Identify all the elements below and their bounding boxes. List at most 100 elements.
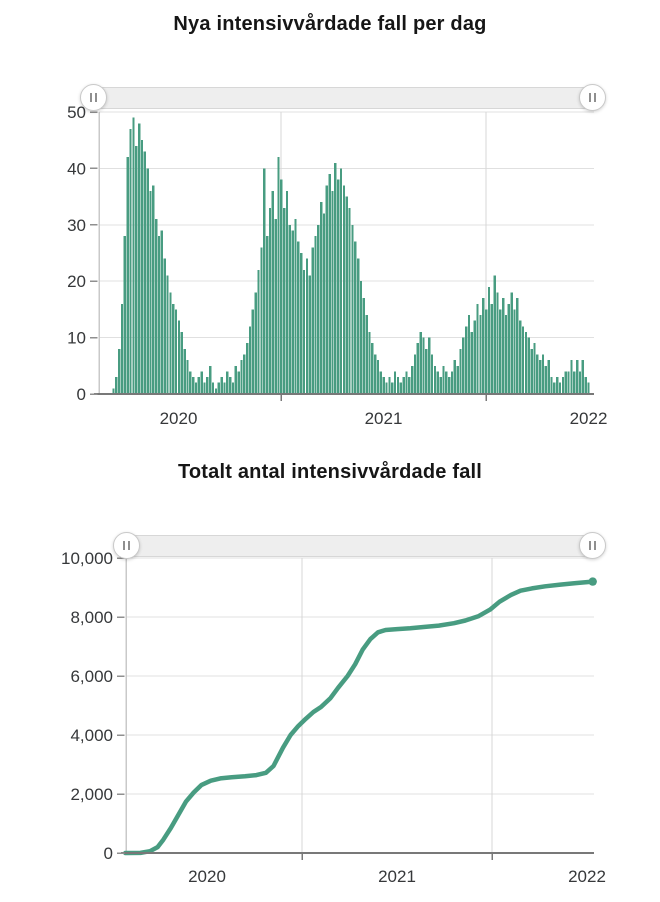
range-slider-handle-right-total[interactable] (579, 532, 606, 559)
bar (339, 168, 343, 394)
bar (174, 309, 178, 394)
bar (447, 377, 451, 394)
bar (385, 382, 388, 394)
bar (536, 354, 539, 394)
bar (539, 360, 542, 394)
bar (533, 343, 536, 394)
bar (519, 320, 522, 394)
bar (433, 365, 437, 394)
bar (550, 377, 553, 394)
bar (280, 179, 283, 394)
bar (328, 174, 331, 394)
bar (408, 377, 411, 394)
bar (379, 371, 383, 394)
bar (231, 382, 235, 394)
bar (240, 360, 243, 394)
bar (183, 348, 186, 394)
bar (137, 123, 141, 394)
bar (411, 365, 414, 394)
bar (223, 382, 226, 394)
bar (291, 230, 294, 394)
bar (294, 219, 297, 394)
y-tick-label: 10 (67, 329, 86, 348)
bar (260, 247, 263, 394)
bar (524, 331, 528, 394)
bar (129, 128, 132, 395)
bar (502, 298, 505, 394)
bar (527, 337, 530, 394)
bar (115, 377, 118, 394)
bar (399, 382, 402, 394)
drag-handle-icon (589, 93, 596, 102)
bar (564, 371, 567, 394)
bar (112, 388, 115, 394)
bar (450, 371, 454, 394)
bar (362, 298, 365, 394)
drag-handle-icon (90, 93, 97, 102)
bar (482, 298, 485, 394)
bar (257, 269, 260, 394)
range-slider-handle-right-daily[interactable] (579, 84, 606, 111)
drag-handle-icon (589, 541, 596, 550)
bar (405, 371, 408, 394)
bar (393, 371, 397, 394)
bar (331, 190, 334, 394)
bar (243, 354, 246, 394)
cumulative-cases-plot[interactable]: 0 2,000 4,000 6,000 8,000 10,000 2020 2021 2022 (0, 440, 660, 902)
bar (544, 365, 547, 394)
bar (388, 377, 391, 394)
range-slider-track-daily[interactable] (90, 87, 597, 109)
bar (371, 343, 374, 394)
bar (149, 190, 152, 394)
y-tick-label: 10,000 (61, 549, 113, 568)
bar (265, 236, 269, 394)
bar (573, 371, 576, 394)
range-slider-track-total[interactable] (123, 535, 596, 557)
bar (530, 348, 533, 394)
bar (237, 371, 240, 394)
bar (155, 219, 158, 394)
bar (513, 309, 516, 394)
bar (547, 360, 550, 394)
y-tick-label: 6,000 (70, 667, 113, 686)
bar (189, 371, 192, 394)
bar (254, 292, 257, 394)
range-slider-handle-left-total[interactable] (113, 532, 140, 559)
bar (516, 298, 519, 394)
bar (217, 382, 220, 394)
bar (581, 360, 584, 394)
bar (425, 348, 428, 394)
bar (439, 377, 442, 394)
bar (120, 303, 124, 394)
bar (368, 331, 371, 394)
bar (556, 377, 559, 394)
bar (470, 331, 474, 394)
bar (578, 371, 582, 394)
bar (263, 168, 266, 394)
y-tick-label: 2,000 (70, 785, 113, 804)
bar (558, 382, 562, 394)
bar (436, 371, 439, 394)
bar (541, 354, 545, 394)
bar (311, 247, 314, 394)
x-tick-label: 2022 (568, 867, 606, 886)
bar (345, 196, 348, 394)
y-tick-label: 4,000 (70, 726, 113, 745)
bar (351, 224, 354, 394)
bar (521, 326, 525, 394)
bar (325, 185, 328, 394)
bar (194, 382, 198, 394)
daily-cases-plot[interactable]: 0 10 20 30 40 50 2020 2021 2022 (0, 0, 660, 440)
bar (484, 309, 488, 394)
bar (160, 230, 164, 394)
bar (374, 354, 377, 394)
range-slider-handle-left-daily[interactable] (80, 84, 107, 111)
daily-bars-series (112, 117, 590, 395)
bar (553, 382, 556, 394)
bar (493, 275, 496, 394)
bar (234, 365, 237, 394)
bar (422, 337, 425, 394)
bar (428, 337, 431, 394)
bar (376, 360, 380, 394)
bar (157, 236, 161, 394)
